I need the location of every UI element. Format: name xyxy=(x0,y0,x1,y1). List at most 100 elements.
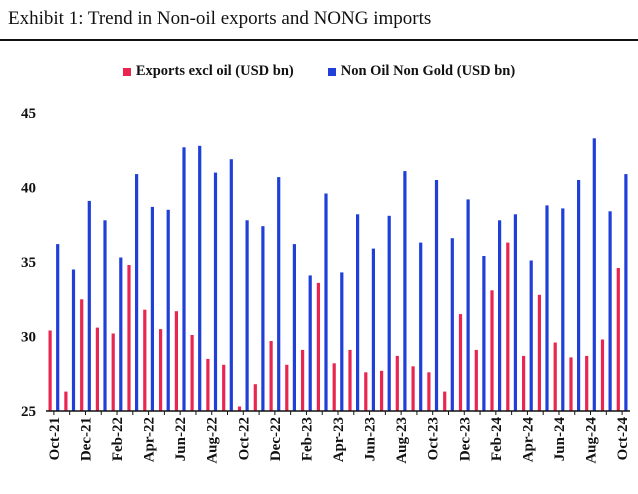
bar-exports xyxy=(159,329,163,411)
bar-exports xyxy=(127,265,131,411)
legend-swatch-exports xyxy=(122,67,131,76)
bar-exports xyxy=(64,391,68,411)
x-tick-label: Apr-22 xyxy=(142,417,158,462)
bar-exports xyxy=(111,333,115,411)
bar-exports xyxy=(48,330,52,411)
bar-nong xyxy=(87,200,91,411)
bar-exports xyxy=(316,282,320,411)
x-tick-label: Feb-24 xyxy=(489,417,505,462)
bar-exports xyxy=(332,363,336,411)
bar-nong xyxy=(450,238,454,411)
bar-exports xyxy=(395,355,399,411)
bar-exports xyxy=(285,364,289,411)
bar-nong xyxy=(277,177,281,411)
bar-nong xyxy=(371,248,375,411)
bar-exports xyxy=(427,372,431,411)
x-tick-label: Aug-24 xyxy=(584,417,600,464)
bar-exports xyxy=(301,349,305,411)
legend-item-exports: Exports excl oil (USD bn) xyxy=(122,63,294,80)
x-tick-label: Feb-23 xyxy=(299,417,315,461)
bar-exports xyxy=(616,268,620,411)
bar-nong xyxy=(482,256,486,411)
bar-exports xyxy=(80,299,84,412)
bar-exports xyxy=(569,357,573,411)
bar-nong xyxy=(608,211,612,411)
bar-exports xyxy=(348,349,352,411)
x-tick-label: Apr-23 xyxy=(331,417,347,462)
bar-exports xyxy=(143,309,147,411)
bar-nong xyxy=(592,138,596,412)
bar-nong xyxy=(529,260,533,411)
x-tick-label: Aug-23 xyxy=(394,417,410,464)
y-tick-label: 45 xyxy=(21,106,36,122)
bar-nong xyxy=(135,174,139,411)
x-tick-label: Apr-24 xyxy=(520,417,536,463)
bar-exports xyxy=(190,335,194,411)
bar-nong xyxy=(466,199,470,411)
x-tick-label: Jun-22 xyxy=(173,417,189,461)
bar-nong xyxy=(513,214,517,411)
legend-label-nong: Non Oil Non Gold (USD bn) xyxy=(340,63,516,79)
chart-legend: Exports excl oil (USD bn) Non Oil Non Go… xyxy=(0,63,638,80)
bar-nong xyxy=(403,171,407,411)
bar-exports xyxy=(95,327,99,411)
exhibit-title: Exhibit 1: Trend in Non-oil exports and … xyxy=(8,8,432,29)
bar-exports xyxy=(206,358,210,411)
bar-exports xyxy=(269,341,273,411)
bar-exports xyxy=(411,366,415,411)
bar-nong xyxy=(245,220,249,411)
bar-exports xyxy=(474,349,478,411)
bar-exports xyxy=(253,384,257,411)
bar-exports xyxy=(458,314,463,411)
bar-exports xyxy=(380,370,384,411)
bar-nong xyxy=(356,214,360,411)
bar-nong xyxy=(545,205,549,411)
title-divider xyxy=(0,39,638,41)
x-tick-label: Oct-22 xyxy=(236,417,252,460)
bar-nong xyxy=(229,159,233,411)
bar-exports xyxy=(490,290,494,411)
bar-nong xyxy=(150,206,154,411)
bar-exports xyxy=(522,355,526,411)
bar-nong xyxy=(119,257,123,411)
bar-nong xyxy=(198,145,202,412)
bar-nong xyxy=(577,180,581,411)
bar-exports xyxy=(222,364,226,411)
bar-nong xyxy=(166,209,170,411)
bar-nong xyxy=(213,172,218,411)
bar-nong xyxy=(387,215,391,411)
bar-nong xyxy=(292,244,296,411)
legend-label-exports: Exports excl oil (USD bn) xyxy=(135,63,294,79)
bar-nong xyxy=(434,180,439,411)
x-tick-label: Feb-22 xyxy=(110,417,126,461)
x-tick-label: Oct-23 xyxy=(426,417,442,460)
bar-nong xyxy=(103,220,107,411)
x-tick-label: Oct-24 xyxy=(615,417,631,461)
bar-nong xyxy=(624,174,628,411)
bar-nong xyxy=(419,242,423,411)
x-tick-label: Dec-22 xyxy=(268,417,284,461)
x-tick-label: Aug-22 xyxy=(205,417,221,464)
bar-nong xyxy=(71,269,76,411)
x-tick-label: Jun-23 xyxy=(363,417,379,461)
bar-exports xyxy=(537,294,541,411)
legend-item-nong: Non Oil Non Gold (USD bn) xyxy=(327,63,516,80)
x-tick-label: Dec-21 xyxy=(78,417,94,461)
bar-exports xyxy=(600,339,605,411)
bar-nong xyxy=(324,193,328,411)
bar-exports xyxy=(174,311,178,411)
bar-nong xyxy=(261,226,265,411)
y-tick-label: 35 xyxy=(21,255,36,271)
legend-swatch-nong xyxy=(327,67,336,76)
bar-nong xyxy=(56,244,60,411)
bar-exports xyxy=(506,242,510,411)
bar-nong xyxy=(308,275,312,411)
y-tick-label: 40 xyxy=(21,181,36,197)
bar-nong xyxy=(182,147,186,412)
x-tick-label: Jun-24 xyxy=(552,417,568,462)
bar-exports xyxy=(585,355,589,411)
bar-nong xyxy=(498,220,502,411)
x-tick-label: Oct-21 xyxy=(47,417,63,460)
bar-exports xyxy=(237,406,242,411)
